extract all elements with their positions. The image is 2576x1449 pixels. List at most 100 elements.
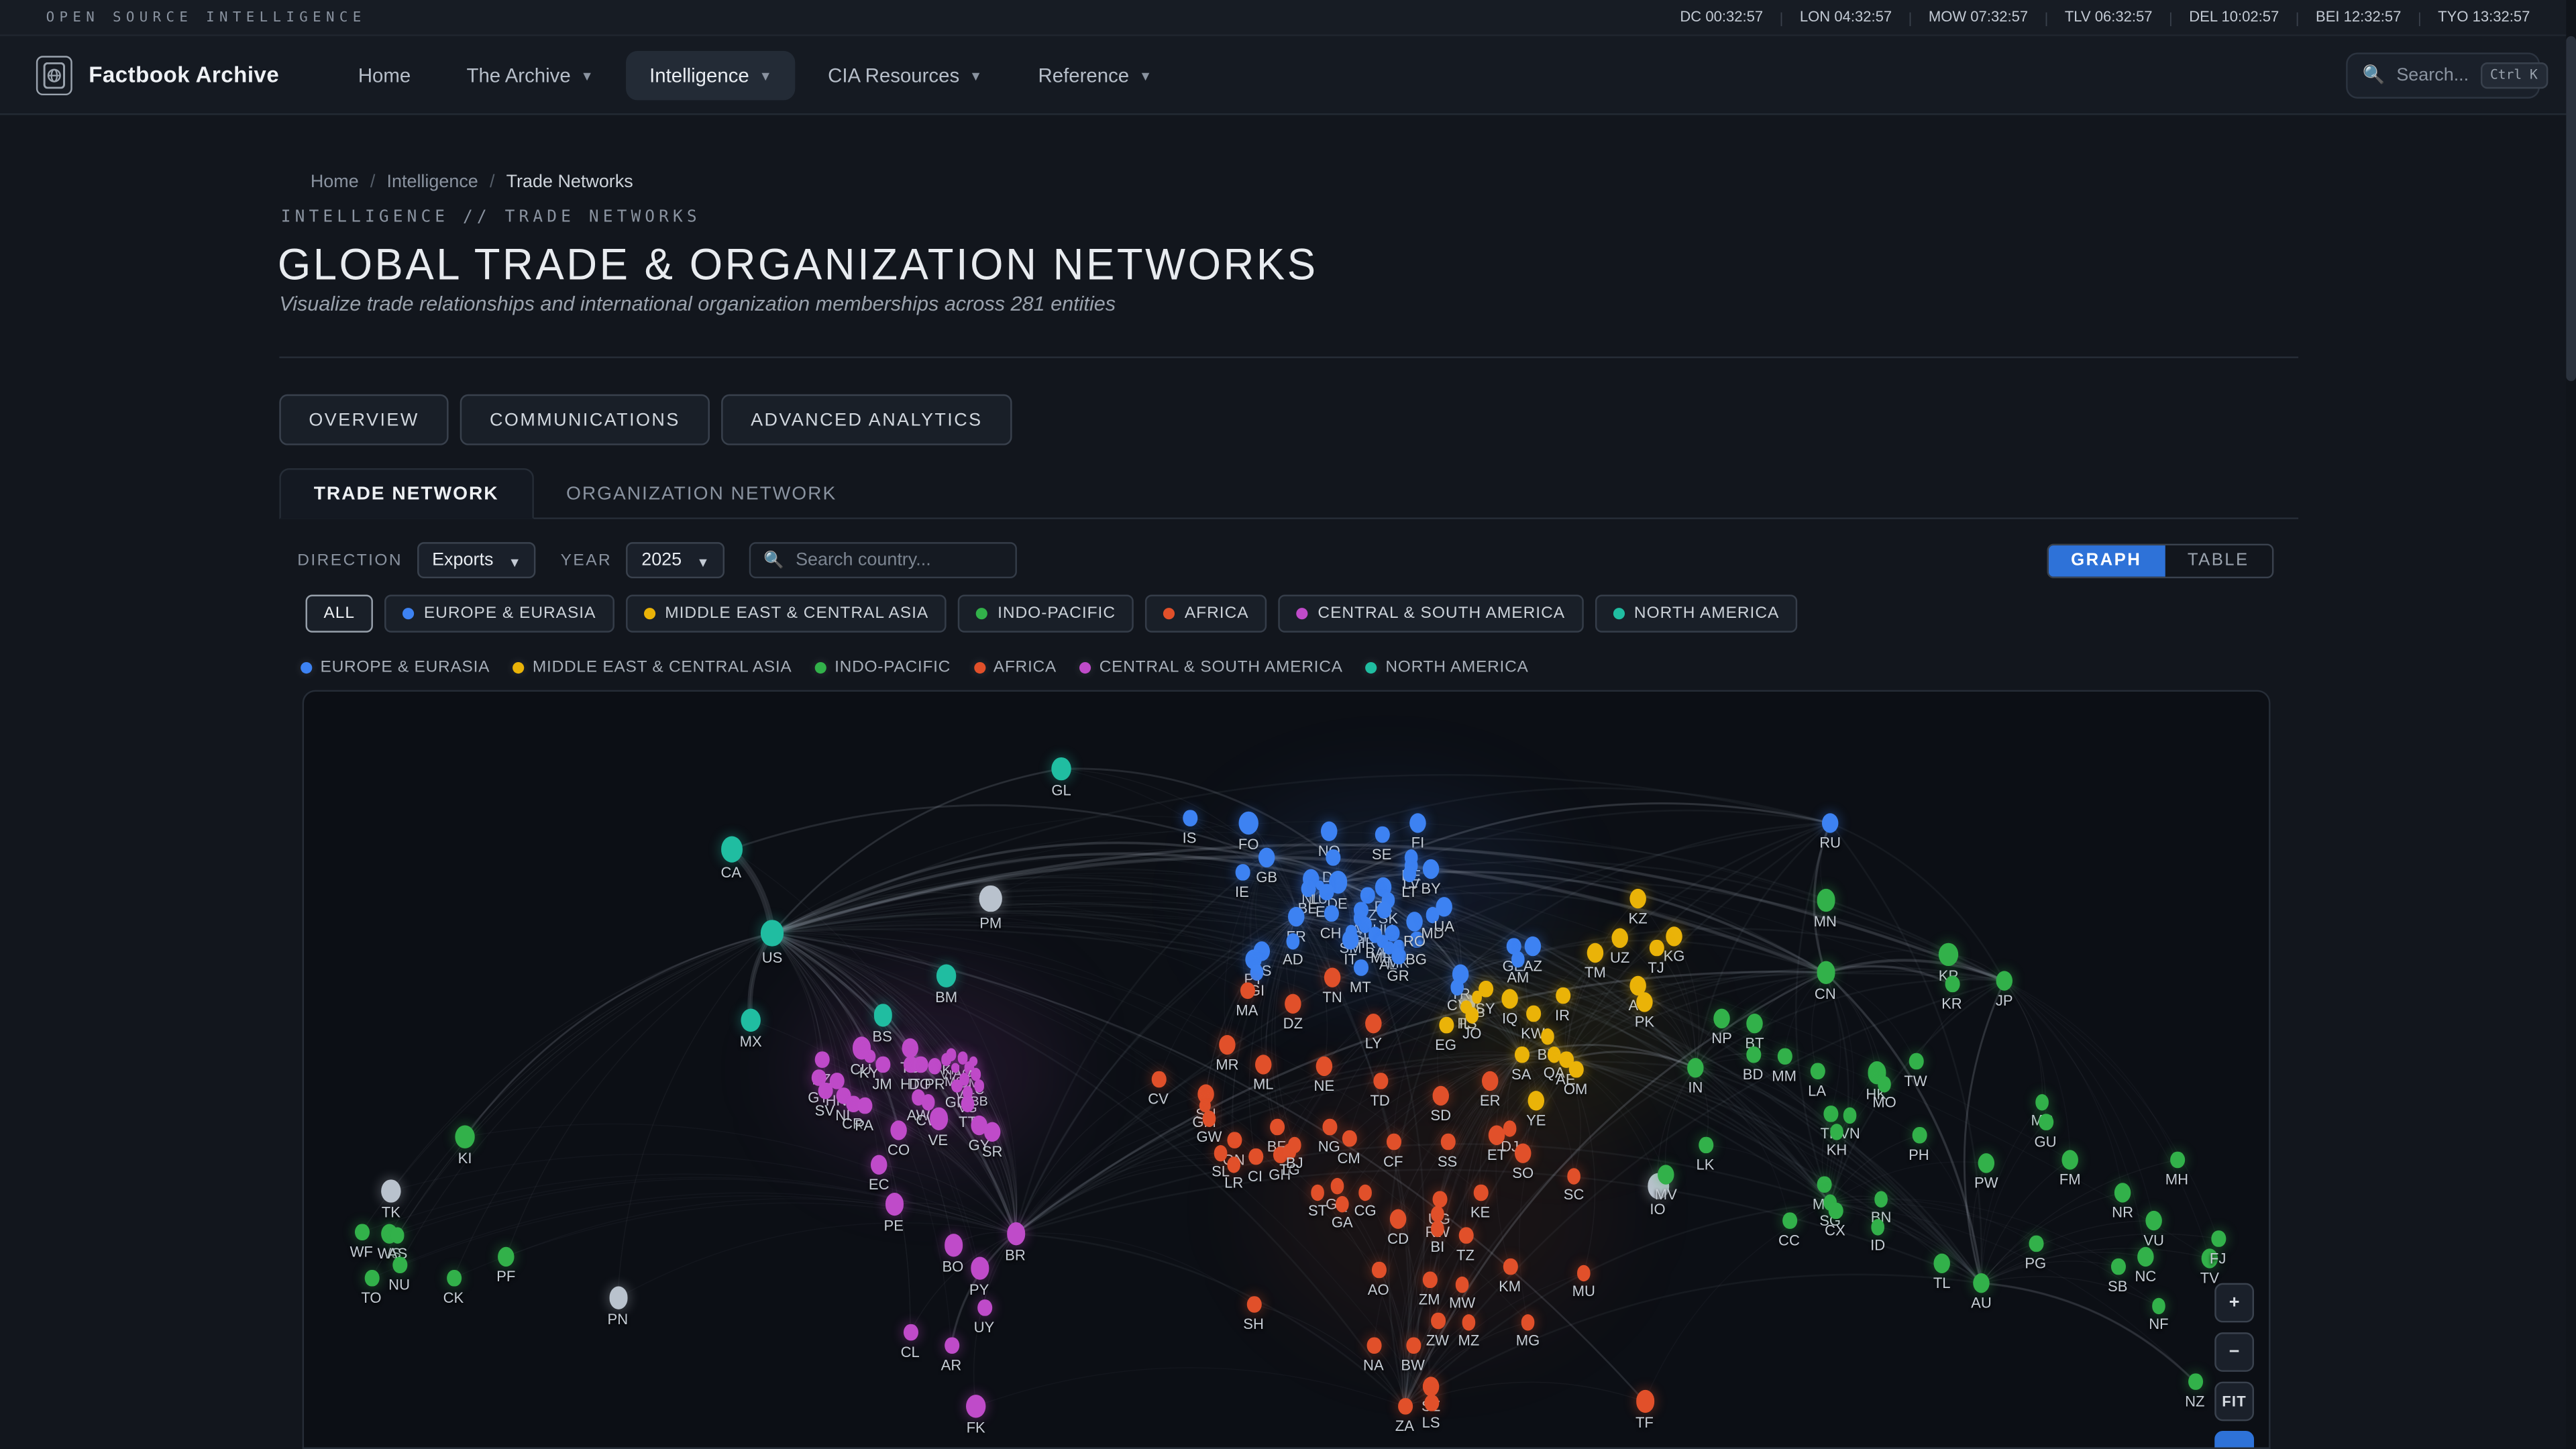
node-label: NE	[1313, 1077, 1335, 1095]
chevron-down-icon: ▼	[969, 68, 983, 84]
node-label: GU	[2034, 1132, 2057, 1150]
network-graph-panel[interactable]: GLCAUSBMBSMXPMTKPNIOPSCUTCKYJMHTDOPRVIKN…	[302, 690, 2271, 1449]
node-label: MH	[2165, 1171, 2189, 1187]
node-dot-icon	[2061, 1150, 2078, 1170]
node-label: PW	[1974, 1175, 1998, 1191]
node-label: CO	[888, 1142, 910, 1159]
node-dot-icon	[902, 1038, 918, 1059]
node-dot-icon	[863, 1049, 875, 1063]
node-label: SO	[1512, 1165, 1534, 1182]
toggle-graph[interactable]: GRAPH	[2047, 544, 2165, 576]
filter-chip-eu[interactable]: EUROPE & EURASIA	[384, 594, 614, 633]
node-label: UZ	[1610, 949, 1630, 967]
nav-item-the-archive[interactable]: The Archive ▼	[466, 63, 594, 87]
nav-item-reference[interactable]: Reference ▼	[1038, 63, 1152, 87]
view-button-overview[interactable]: OVERVIEW	[279, 394, 449, 445]
clock-tyo: TYO 13:32:57	[2438, 8, 2530, 25]
node-dot-icon	[1933, 1253, 1950, 1273]
node-label: TW	[1904, 1072, 1927, 1089]
node-dot-icon	[1823, 1105, 1838, 1123]
clock-tlv: TLV 06:32:57	[2064, 8, 2153, 25]
node-label: SB	[2108, 1277, 2128, 1294]
node-dot-icon	[1382, 941, 1394, 955]
node-label: CN	[1814, 985, 1836, 1002]
node-label: CR	[842, 1114, 863, 1132]
nav-item-home[interactable]: Home	[358, 63, 411, 87]
node-dot-icon	[1255, 1055, 1272, 1075]
region-dot-icon	[1613, 608, 1625, 620]
nav-item-cia-resources[interactable]: CIA Resources ▼	[828, 63, 983, 87]
node-label: BY	[1421, 881, 1441, 898]
node-dot-icon	[1431, 1206, 1444, 1222]
node-dot-icon	[1214, 1145, 1228, 1161]
node-label: BR	[1005, 1246, 1026, 1263]
zoom-in-button[interactable]: +	[2214, 1283, 2255, 1323]
toggle-table[interactable]: TABLE	[2187, 550, 2249, 570]
node-dot-icon	[1322, 1118, 1337, 1136]
chevron-down-icon: ▼	[759, 68, 772, 84]
global-search[interactable]: 🔍 Search... Ctrl K	[2346, 52, 2548, 98]
node-label: TJ	[1648, 959, 1664, 975]
filter-chip-cs[interactable]: CENTRAL & SOUTH AMERICA	[1278, 594, 1584, 633]
node-dot-icon	[1587, 943, 1604, 963]
breadcrumb-separator: /	[370, 172, 376, 193]
node-label: CU	[850, 1061, 872, 1078]
node-dot-icon	[1409, 930, 1424, 949]
graph-table-toggle: GRAPH TABLE	[2046, 543, 2274, 578]
node-label: PF	[496, 1269, 516, 1285]
country-search-input[interactable]: 🔍 Search country...	[749, 542, 1017, 579]
year-select[interactable]: 2025 ▼	[627, 542, 724, 579]
node-dot-icon	[950, 1063, 959, 1073]
scrollbar-thumb[interactable]	[2566, 36, 2576, 382]
node-label: CM	[1337, 1149, 1360, 1166]
node-dot-icon	[1547, 1046, 1561, 1063]
node-dot-icon	[1365, 1014, 1382, 1034]
node-label: GR	[1387, 967, 1409, 983]
filter-chip-af[interactable]: AFRICA	[1145, 594, 1267, 633]
node-dot-icon	[1629, 888, 1646, 909]
fit-button[interactable]: FIT	[2214, 1381, 2255, 1421]
node-label: SS	[1437, 1152, 1458, 1169]
node-label: BW	[1401, 1356, 1425, 1373]
graph-controls: DIRECTION Exports ▼ YEAR 2025 ▼ 🔍 Search c…	[297, 542, 2274, 579]
breadcrumb-intelligence[interactable]: Intelligence	[386, 172, 478, 193]
view-button-communications[interactable]: COMMUNICATIONS	[460, 394, 710, 445]
node-label: QA	[1543, 1064, 1565, 1081]
node-dot-icon	[1371, 1260, 1386, 1279]
direction-select[interactable]: Exports ▼	[417, 542, 536, 579]
tab-trade-network[interactable]: TRADE NETWORK	[279, 468, 534, 519]
node-dot-icon	[1830, 1124, 1843, 1140]
pan-button[interactable]	[2214, 1431, 2255, 1448]
legend-dot-icon	[814, 661, 826, 674]
clock-bei: BEI 12:32:57	[2315, 8, 2402, 25]
view-button-advanced-analytics[interactable]: ADVANCED ANALYTICS	[720, 394, 1012, 445]
tab-organization-network[interactable]: ORGANIZATION NETWORK	[566, 484, 837, 504]
node-dot-icon	[1821, 813, 1839, 833]
node-dot-icon	[828, 1072, 844, 1090]
filter-chip-ip[interactable]: INDO-PACIFIC	[958, 594, 1134, 633]
factbook-logo-icon	[36, 55, 72, 95]
node-dot-icon	[1658, 1165, 1674, 1185]
node-label: KM	[1499, 1277, 1521, 1294]
page-scrollbar[interactable]	[2566, 0, 2576, 1449]
breadcrumb: Home / Intelligence / Trade Networks	[311, 172, 633, 192]
node-label: PM	[979, 914, 1002, 931]
node-dot-icon	[608, 1287, 627, 1309]
node-label: DO	[908, 1075, 931, 1092]
node-label: FK	[966, 1419, 985, 1437]
node-dot-icon	[817, 1081, 833, 1100]
node-dot-icon	[1648, 938, 1664, 957]
breadcrumb-home[interactable]: Home	[310, 172, 359, 193]
node-dot-icon	[1501, 989, 1518, 1009]
node-dot-icon	[1472, 991, 1482, 1004]
node-dot-icon	[1462, 1314, 1476, 1331]
filter-chip-me[interactable]: MIDDLE EAST & CENTRAL ASIA	[625, 594, 947, 633]
clock-separator: |	[1908, 9, 1913, 25]
node-dot-icon	[1318, 883, 1334, 902]
zoom-out-button[interactable]: −	[2214, 1332, 2255, 1372]
node-label: NC	[2135, 1269, 2157, 1285]
nav-item-intelligence[interactable]: Intelligence ▼	[626, 50, 796, 100]
node-dot-icon	[1358, 1185, 1372, 1201]
filter-chip-na[interactable]: NORTH AMERICA	[1595, 594, 1798, 633]
filter-chip-all[interactable]: ALL	[305, 594, 373, 633]
